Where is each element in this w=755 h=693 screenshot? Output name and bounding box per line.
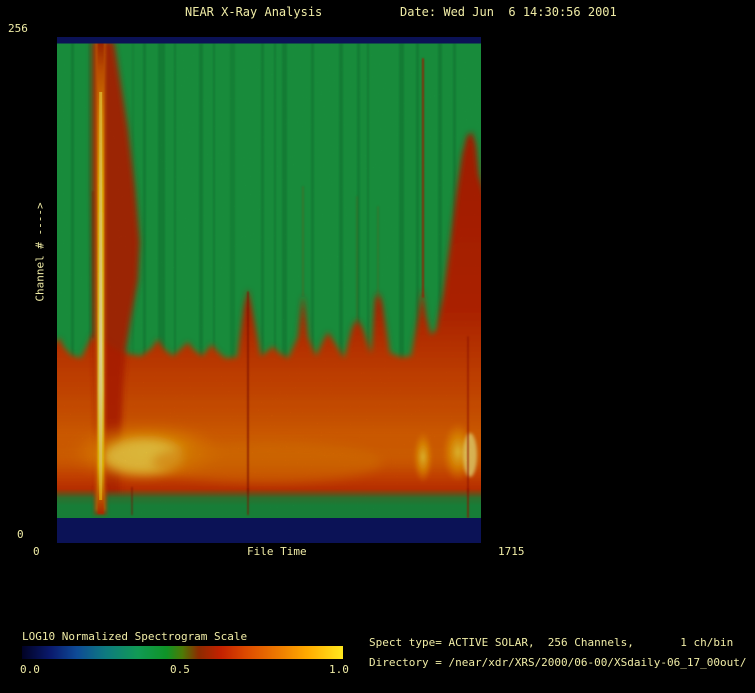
spectrogram-plot-area (47, 37, 491, 543)
colorbar-gradient (22, 646, 343, 659)
spectrogram-image (47, 37, 491, 543)
colorbar-tick-max: 1.0 (329, 663, 349, 676)
x-axis-min-label: 0 (33, 545, 40, 558)
date-label: Date: Wed Jun 6 14:30:56 2001 (400, 5, 617, 19)
x-axis-max-label: 1715 (498, 545, 525, 558)
noise-overlay (57, 37, 481, 543)
colorbar-tick-mid: 0.5 (170, 663, 190, 676)
x-axis-title: File Time (247, 545, 307, 558)
y-axis-max-label: 256 (8, 22, 28, 35)
navy-top-band (57, 37, 481, 44)
colorbar-title: LOG10 Normalized Spectrogram Scale (22, 630, 248, 643)
colorbar-tick-min: 0.0 (20, 663, 40, 676)
y-axis-min-label: 0 (17, 528, 24, 541)
page-title: NEAR X-Ray Analysis (185, 5, 323, 19)
navy-bottom-band (57, 518, 481, 543)
spect-type-text: Spect type= ACTIVE SOLAR, 256 Channels, … (369, 636, 734, 649)
y-axis-title: Channel # ----> (33, 202, 47, 302)
directory-text: Directory = /near/xdr/XRS/2000/06-00/XSd… (369, 656, 747, 669)
